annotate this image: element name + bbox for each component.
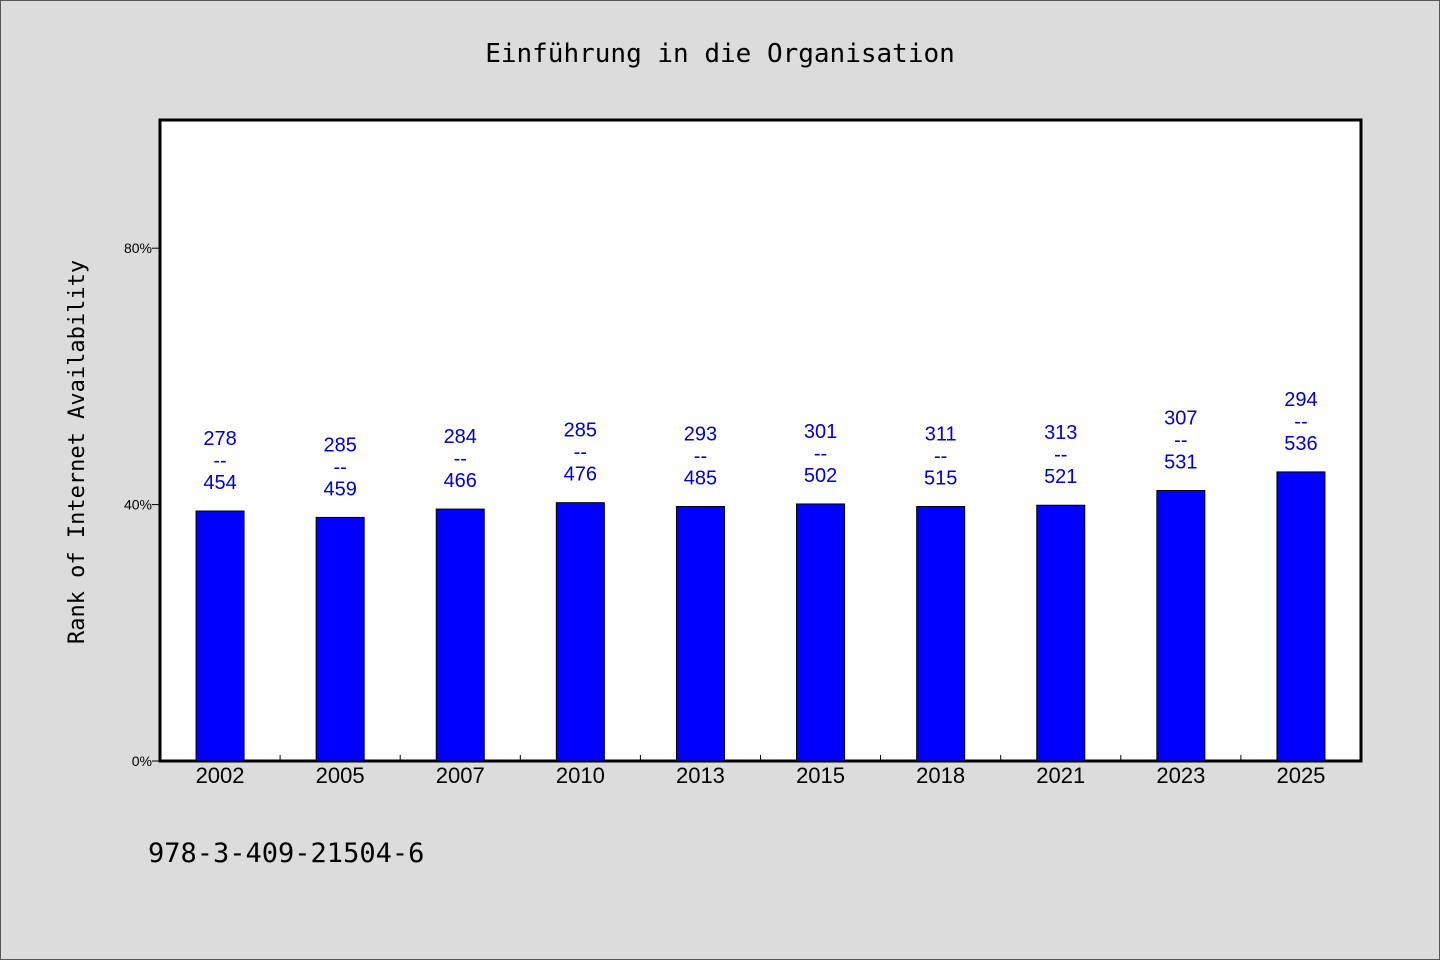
x-tick-label-2007: 2007 xyxy=(436,763,485,788)
x-tick-label-2025: 2025 xyxy=(1276,763,1325,788)
bar-label-2023-line1: 307 xyxy=(1164,407,1197,429)
x-tick-label-2002: 2002 xyxy=(196,763,245,788)
bar-label-2010-line1: 285 xyxy=(564,420,597,442)
x-tick-label-2021: 2021 xyxy=(1036,763,1085,788)
bar-2005 xyxy=(315,516,365,762)
bar-label-2005-line3: 459 xyxy=(323,478,356,500)
bar-label-2007-line3: 466 xyxy=(444,470,477,492)
bar-label-2015-line1: 301 xyxy=(804,421,837,443)
x-tick-label-2023: 2023 xyxy=(1156,763,1205,788)
y-tick-label: 0% xyxy=(132,753,152,769)
bar-label-2010-line3: 476 xyxy=(564,464,597,486)
bar-label-2015-line2: -- xyxy=(814,443,827,465)
bar-label-2023-line2: -- xyxy=(1174,429,1187,451)
bar-label-2018-line2: -- xyxy=(934,446,947,468)
bar-2015 xyxy=(796,503,846,762)
x-tick-label-2010: 2010 xyxy=(556,763,605,788)
bar-label-2007-line1: 284 xyxy=(444,426,477,448)
bar-label-2021-line3: 521 xyxy=(1044,466,1077,488)
x-tick-label-2018: 2018 xyxy=(916,763,965,788)
x-axis: 2002 2005 2007 2010 2013 2015 2018 2021 2023 2025 xyxy=(196,755,1325,788)
bar-label-2013-line2: -- xyxy=(694,446,707,468)
y-tick-label: 80% xyxy=(124,240,152,256)
bar-2025 xyxy=(1276,471,1326,762)
y-axis-label: Rank of Internet Availability xyxy=(65,260,90,644)
y-tick-label: 40% xyxy=(124,497,152,513)
bar-2007 xyxy=(435,508,485,762)
bar-label-2021-line2: -- xyxy=(1054,444,1067,466)
bar-2013 xyxy=(675,506,725,762)
bar-label-2023-line3: 531 xyxy=(1164,451,1197,473)
y-axis: 0% 40% 80% xyxy=(124,240,160,769)
bar-label-2002-line2: -- xyxy=(213,450,226,472)
x-tick-label-2013: 2013 xyxy=(676,763,725,788)
bar-2018 xyxy=(916,506,966,762)
bar-label-2025-line2: -- xyxy=(1294,411,1307,433)
bar-label-2025-line1: 294 xyxy=(1284,389,1317,411)
bars-group xyxy=(195,471,1326,762)
bar-2002 xyxy=(195,510,245,762)
bar-label-2005-line1: 285 xyxy=(323,434,356,456)
chart-title: Einführung in die Organisation xyxy=(485,39,955,69)
bar-label-2005-line2: -- xyxy=(333,456,346,478)
bar-label-2018-line1: 311 xyxy=(925,424,957,446)
x-tick-label-2005: 2005 xyxy=(316,763,365,788)
bar-label-2013-line3: 485 xyxy=(684,468,717,490)
bar-label-2007-line2: -- xyxy=(454,448,467,470)
bar-2010 xyxy=(555,502,605,762)
x-tick-label-2015: 2015 xyxy=(796,763,845,788)
bar-2023 xyxy=(1156,489,1206,762)
bar-2021 xyxy=(1036,504,1086,762)
bar-label-2021-line1: 313 xyxy=(1044,422,1077,444)
bar-label-2002-line1: 278 xyxy=(203,428,236,450)
bar-labels-group: 278--454285--459284--466285--476293--485… xyxy=(203,389,1317,501)
bar-label-2018-line3: 515 xyxy=(924,468,957,490)
footer-isbn: 978-3-409-21504-6 xyxy=(148,838,424,869)
bar-label-2025-line3: 536 xyxy=(1284,433,1317,455)
bar-label-2002-line3: 454 xyxy=(203,472,236,494)
bar-label-2010-line2: -- xyxy=(574,442,587,464)
bar-label-2015-line3: 502 xyxy=(804,465,837,487)
bar-label-2013-line1: 293 xyxy=(684,424,717,446)
